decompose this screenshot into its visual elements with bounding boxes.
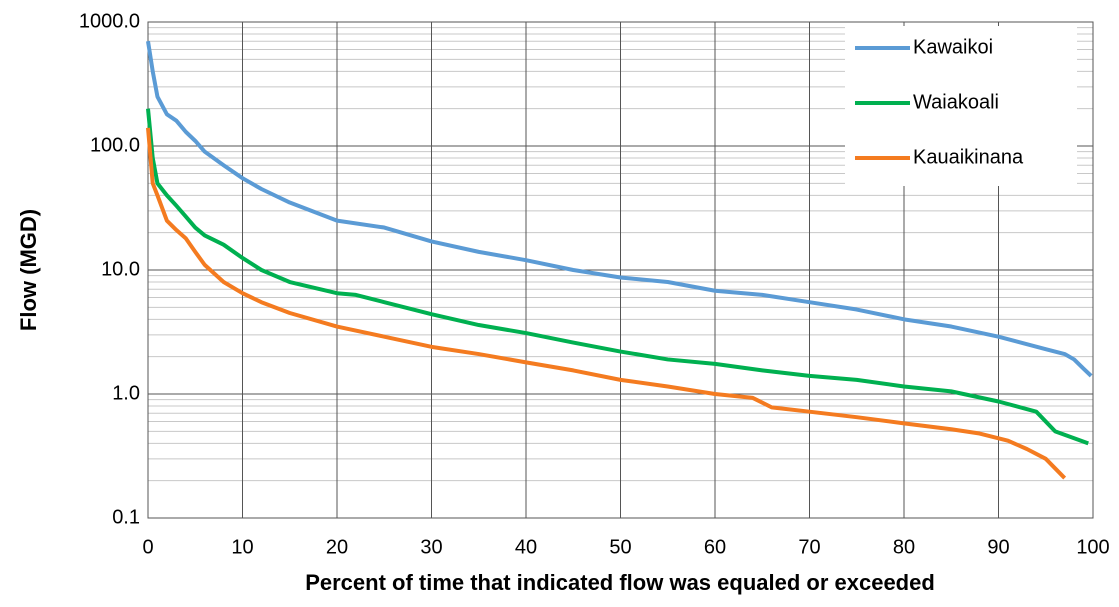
line-series <box>146 40 1093 378</box>
y-tick-label: 100.0 <box>90 134 140 156</box>
x-tick-label: 0 <box>142 536 153 558</box>
x-tick-label: 90 <box>987 536 1009 558</box>
x-tick-label: 10 <box>231 536 253 558</box>
plot-frame <box>147 21 1094 519</box>
legend-label: Kawaikoi <box>913 36 993 58</box>
y-axis-title: Flow (MGD) <box>16 209 41 331</box>
line-series <box>146 108 1089 446</box>
x-tick-label: 30 <box>420 536 442 558</box>
y-tick-label: 1000.0 <box>79 10 140 32</box>
x-tick-label: 70 <box>798 536 820 558</box>
x-tick-label: 40 <box>515 536 537 558</box>
legend-label: Waiakoali <box>913 91 999 113</box>
y-tick-label: 1.0 <box>112 382 140 404</box>
y-tick-label: 0.1 <box>112 506 140 528</box>
y-tick-label: 10.0 <box>101 258 140 280</box>
legend-label: Kauaikinana <box>913 146 1024 168</box>
x-tick-label: 80 <box>893 536 915 558</box>
x-tick-label: 20 <box>326 536 348 558</box>
x-tick-label: 100 <box>1076 536 1109 558</box>
line-series <box>146 127 1067 480</box>
x-tick-label: 50 <box>609 536 631 558</box>
x-tick-label: 60 <box>704 536 726 558</box>
x-axis-title: Percent of time that indicated flow was … <box>305 570 935 595</box>
